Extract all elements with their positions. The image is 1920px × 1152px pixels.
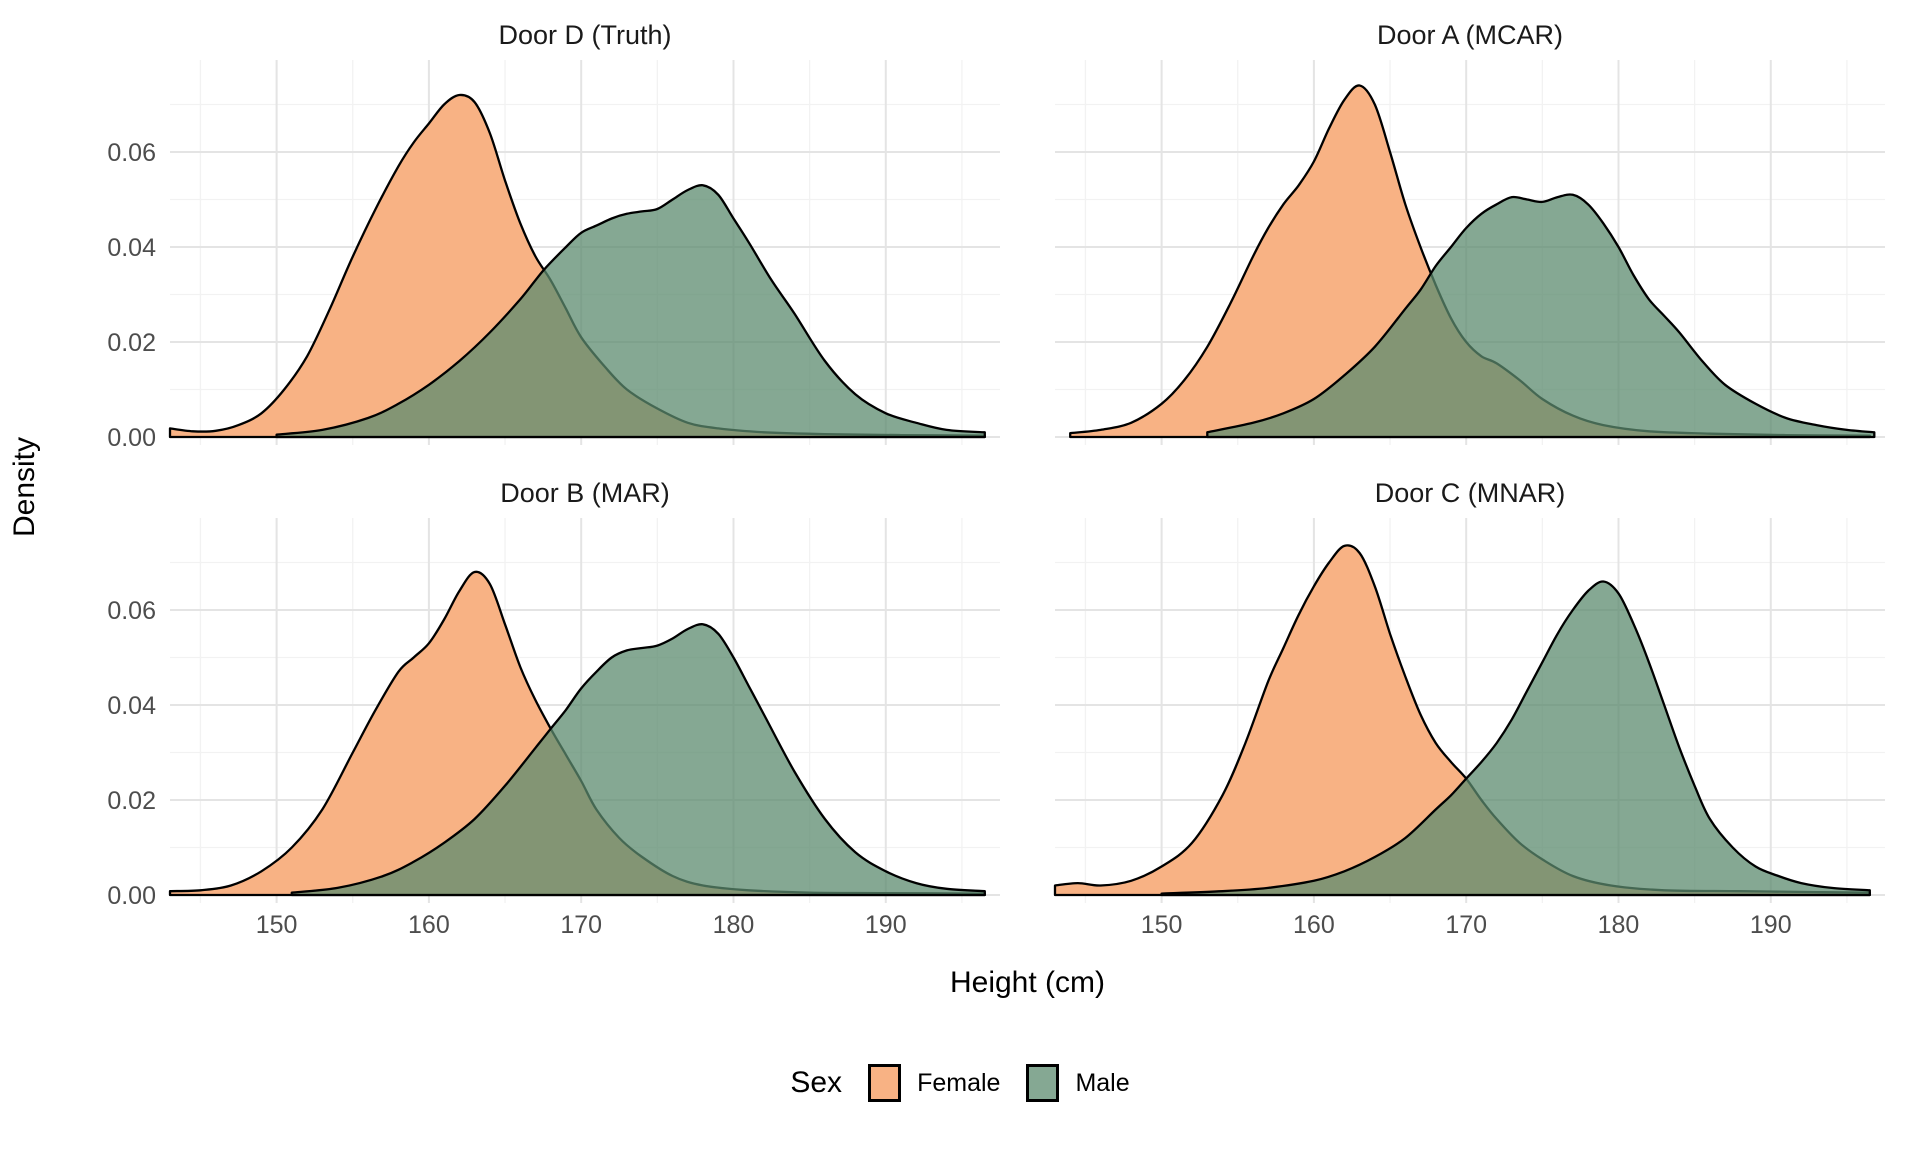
density-plot-panel: 0.00 0.02 0.04 0.06 <box>107 60 1000 452</box>
density-area-male <box>1160 580 1871 897</box>
x-tick-label: 150 <box>256 911 298 939</box>
x-tick-label: 150 <box>1141 911 1183 939</box>
legend-label-male: Male <box>1075 1068 1130 1097</box>
legend-item-female: Female <box>868 1064 1000 1102</box>
y-tick-label: 0.00 <box>107 882 156 910</box>
legend-title: Sex <box>790 1066 843 1099</box>
x-tick-label: 180 <box>713 911 755 939</box>
facet-title: Door A (MCAR) <box>1376 20 1564 50</box>
density-area-male <box>290 623 986 897</box>
density-area-male <box>1206 193 1876 439</box>
facet-title: Door B (MAR) <box>500 478 670 508</box>
density-plot-panel: 0.00 0.02 0.04 0.06 150 160 170 180 190 <box>107 518 1000 939</box>
y-tick-label: 0.04 <box>107 692 156 720</box>
x-tick-label: 190 <box>1750 911 1792 939</box>
x-tick-label: 160 <box>408 911 450 939</box>
y-tick-label: 0.06 <box>107 597 156 625</box>
density-plot-panel: 150 160 170 180 190 <box>1053 518 1885 939</box>
y-axis-title: Density <box>8 436 41 538</box>
legend-label-female: Female <box>917 1068 1001 1097</box>
y-tick-label: 0.06 <box>107 139 156 167</box>
facet-door-d-truth: Door D (Truth) 0.00 0.02 0.04 0.06 <box>107 10 1000 452</box>
legend-item-male: Male <box>1026 1064 1130 1102</box>
x-tick-label: 160 <box>1293 911 1335 939</box>
x-tick-label: 170 <box>560 911 602 939</box>
density-plot-panel <box>1055 60 1885 445</box>
female-swatch <box>868 1064 902 1102</box>
facet-door-c-mnar: Door C (MNAR) 150 160 170 180 190 <box>1053 468 1885 939</box>
facet-door-b-mar: Door B (MAR) 0.00 0.02 0.04 0.06 150 160 170 18… <box>107 468 1000 939</box>
male-swatch <box>1026 1064 1060 1102</box>
y-tick-label: 0.02 <box>107 787 156 815</box>
x-axis-title: Height (cm) <box>949 966 1106 999</box>
legend: Sex Female Male <box>0 1052 1920 1114</box>
x-tick-label: 180 <box>1598 911 1640 939</box>
x-tick-label: 170 <box>1445 911 1487 939</box>
y-tick-label: 0.00 <box>107 424 156 452</box>
facet-door-a-mcar: Door A (MCAR) <box>1055 10 1885 445</box>
y-tick-label: 0.04 <box>107 234 156 262</box>
x-tick-label: 190 <box>865 911 907 939</box>
facet-title: Door D (Truth) <box>498 20 672 50</box>
y-tick-label: 0.02 <box>107 329 156 357</box>
facet-title: Door C (MNAR) <box>1374 478 1566 508</box>
density-area-male <box>275 184 986 439</box>
